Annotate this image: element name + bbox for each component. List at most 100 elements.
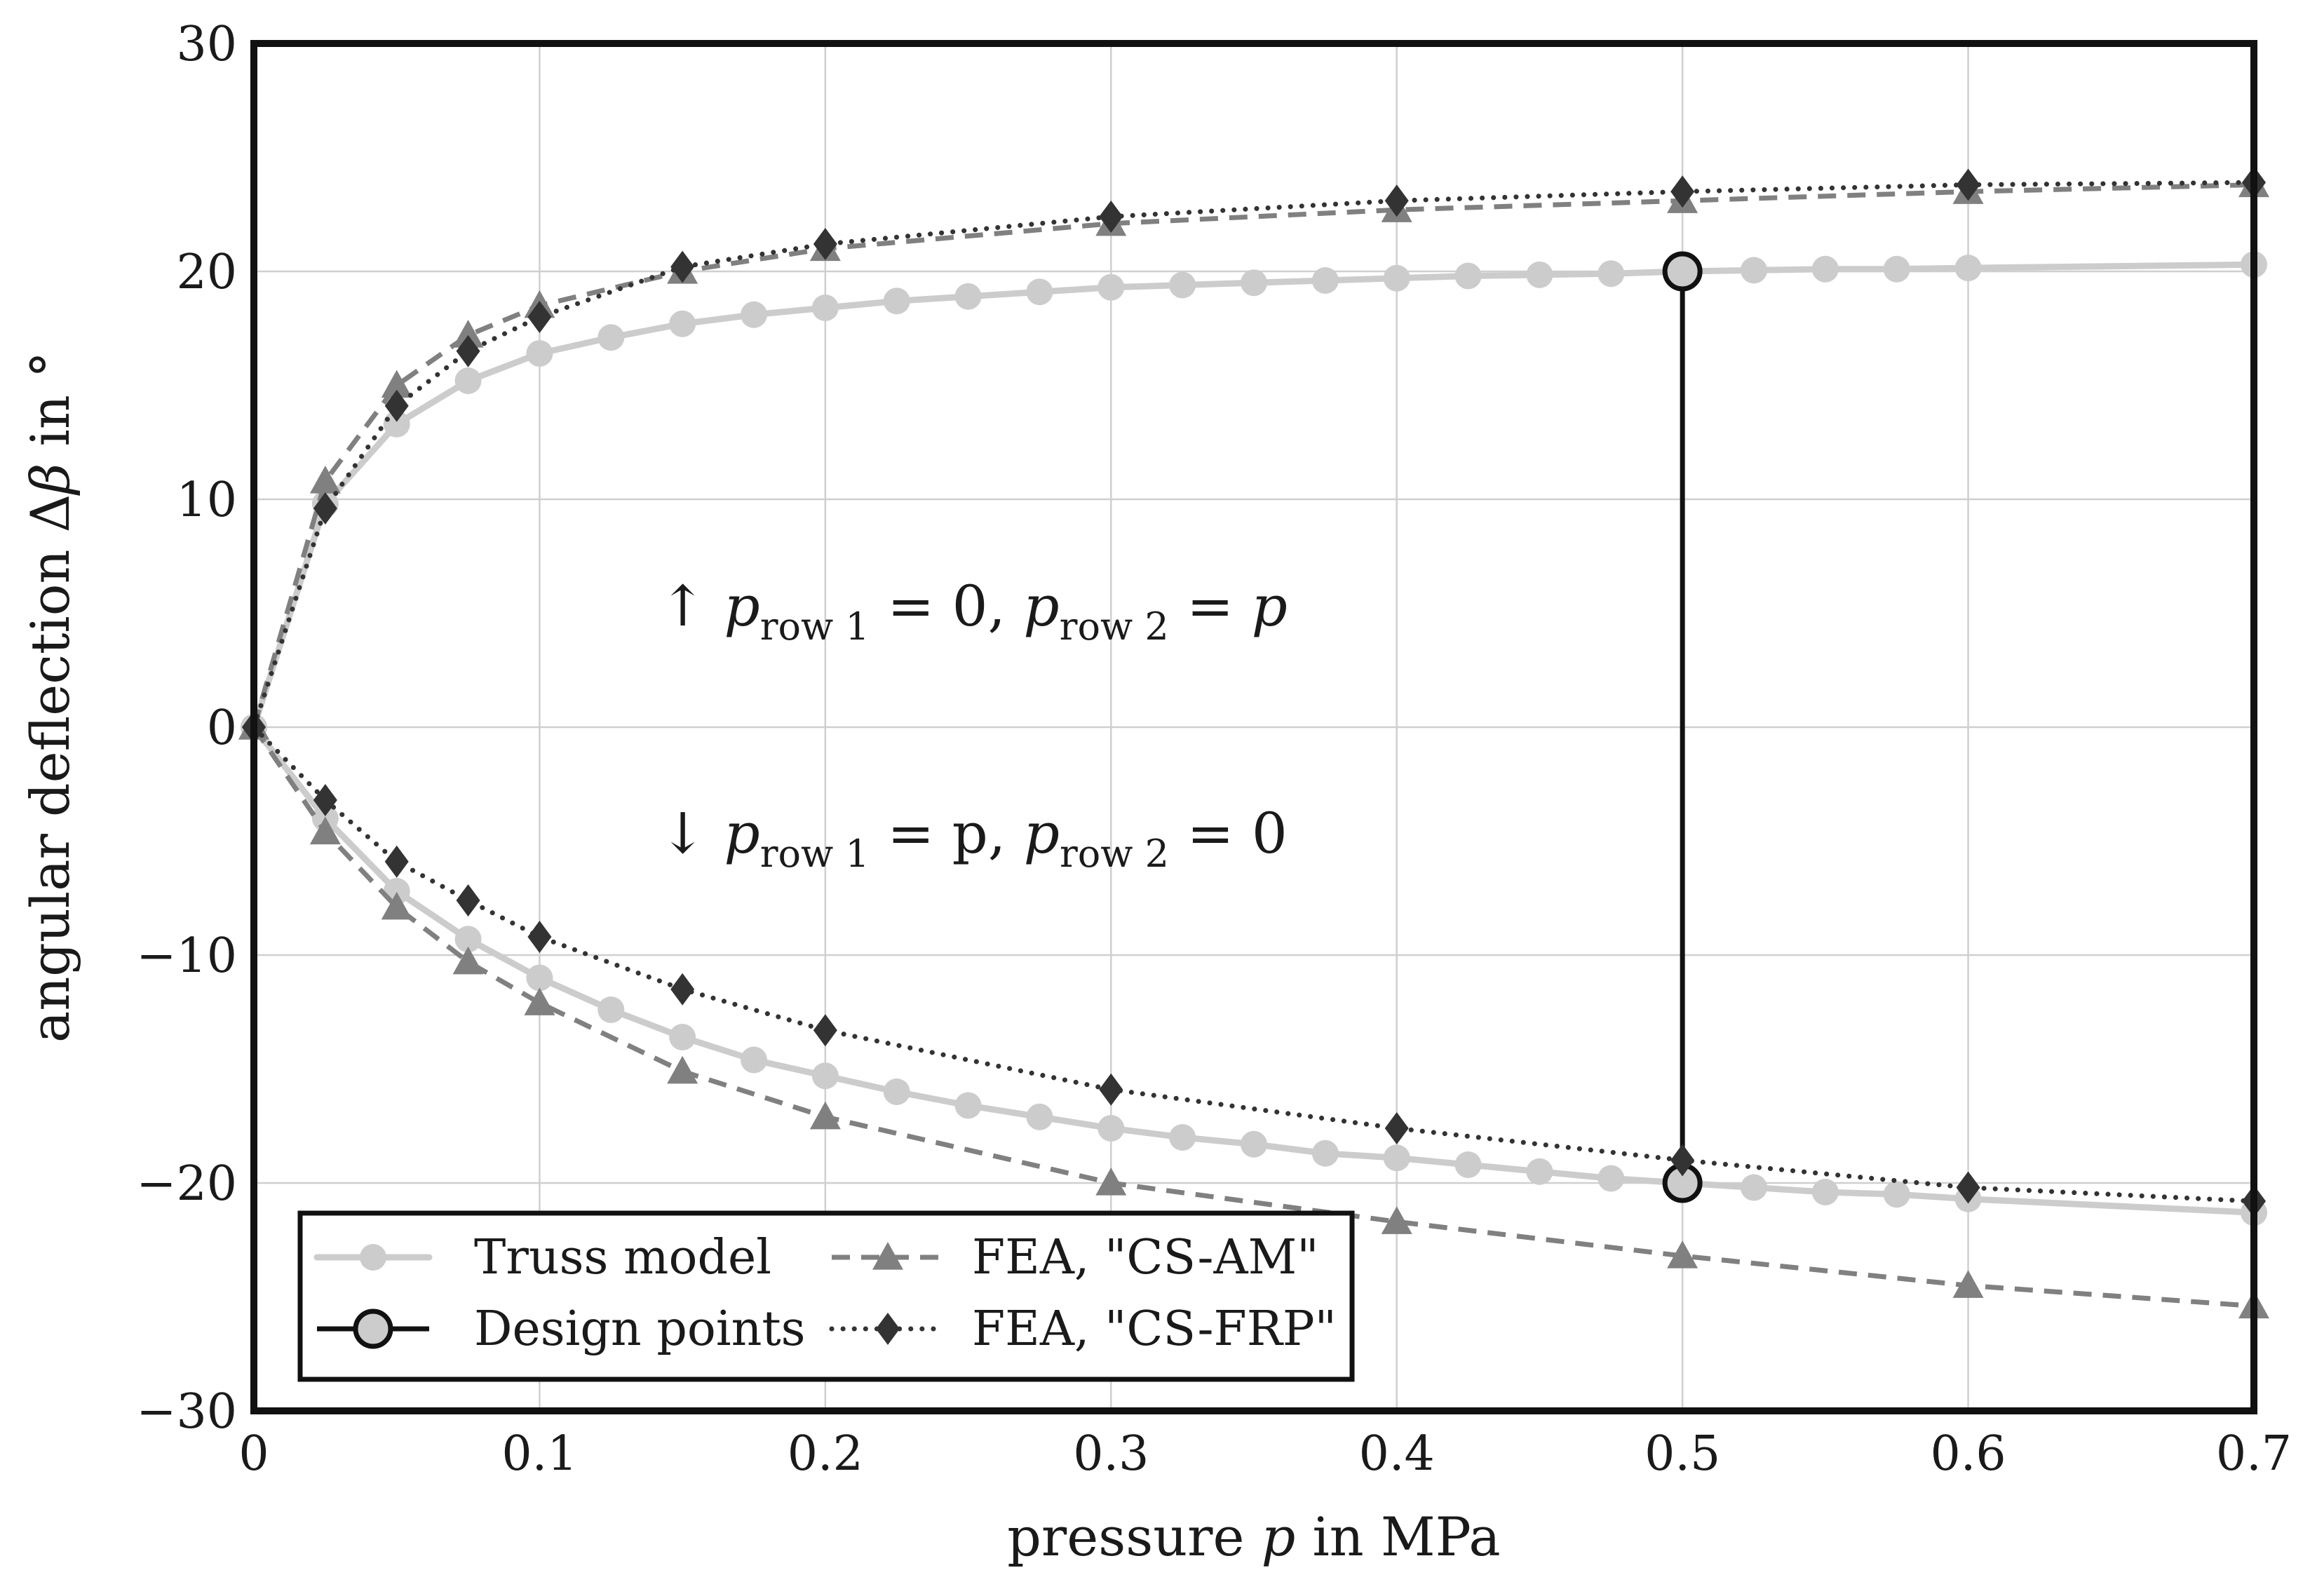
legend-marker-fea-cs-frp xyxy=(876,1313,900,1345)
data-point-truss-model xyxy=(1097,1115,1125,1142)
data-point-fea-cs-frp xyxy=(813,1014,837,1047)
data-point-fea-cs-am xyxy=(381,891,412,920)
x-tick-label: 0.2 xyxy=(788,1426,863,1482)
data-point-fea-cs-am xyxy=(452,320,484,348)
data-point-truss-model xyxy=(526,340,553,367)
data-point-truss-model xyxy=(954,1092,982,1119)
data-point-truss-model xyxy=(1526,1158,1553,1185)
legend-symbol-truss-model xyxy=(313,1244,433,1271)
data-point-truss-model xyxy=(1169,271,1196,299)
data-point-fea-cs-frp xyxy=(1099,201,1123,233)
data-point-fea-cs-frp xyxy=(1956,168,1980,201)
data-point-truss-model xyxy=(1383,1144,1410,1172)
y-tick-label: −30 xyxy=(136,1384,237,1440)
data-point-truss-model xyxy=(1026,1103,1053,1130)
x-tick-label: 0.1 xyxy=(501,1426,577,1482)
legend: Truss model Design points FEA, "CS-AM" F… xyxy=(297,1210,1355,1382)
legend-label-fea-cs-am: FEA, "CS-AM" xyxy=(972,1230,1319,1285)
legend-symbol-fea-cs-am xyxy=(832,1242,944,1270)
data-point-fea-cs-am xyxy=(809,1101,841,1130)
data-point-truss-model xyxy=(811,295,839,321)
legend-symbol-design-points xyxy=(317,1308,429,1349)
plot-frame xyxy=(250,40,2257,1414)
data-point-design-points xyxy=(1662,251,1703,292)
data-point-fea-cs-am xyxy=(1381,1206,1412,1234)
legend-symbol-fea-cs-frp xyxy=(829,1313,947,1345)
data-point-fea-cs-frp xyxy=(384,389,409,422)
data-point-truss-model xyxy=(1026,278,1053,306)
data-point-truss-model xyxy=(383,410,410,438)
data-point-truss-model xyxy=(1741,257,1767,284)
x-tick-label: 0 xyxy=(238,1426,269,1482)
data-point-truss-model xyxy=(1454,262,1482,290)
series-fea-cs-frp xyxy=(242,166,2266,1217)
data-point-fea-cs-frp xyxy=(670,973,695,1006)
data-point-truss-model xyxy=(597,324,625,351)
grid xyxy=(252,42,2255,1412)
legend-label-fea-cs-frp: FEA, "CS-FRP" xyxy=(972,1301,1337,1357)
series-truss-model xyxy=(241,251,2267,1226)
data-point-truss-model xyxy=(1811,255,1839,283)
data-point-truss-model xyxy=(954,283,982,310)
x-tick-label: 0.4 xyxy=(1359,1426,1435,1482)
data-point-truss-model xyxy=(1311,1139,1339,1167)
data-point-truss-model xyxy=(669,310,696,337)
x-tick-label: 0.6 xyxy=(1930,1426,2006,1482)
y-axis-label: angular deflection Δβ in ° xyxy=(19,351,81,1043)
y-tick-label: 30 xyxy=(176,17,237,72)
data-point-truss-model xyxy=(1241,1130,1267,1158)
data-point-fea-cs-frp xyxy=(527,301,552,333)
series-line-fea-cs-am-lower xyxy=(252,726,2255,1308)
data-point-fea-cs-am xyxy=(1095,1168,1127,1196)
data-point-fea-cs-frp xyxy=(813,228,837,260)
data-point-fea-cs-frp xyxy=(384,845,409,878)
x-axis-label: pressure p in MPa xyxy=(1007,1506,1500,1568)
data-point-fea-cs-frp xyxy=(1099,1073,1123,1106)
data-point-truss-model xyxy=(1383,264,1410,292)
data-point-truss-model xyxy=(1097,273,1125,301)
x-tick-label: 0.5 xyxy=(1644,1426,1720,1482)
y-tick-label: −20 xyxy=(136,1156,237,1212)
data-point-fea-cs-am xyxy=(524,987,555,1015)
data-point-truss-model xyxy=(526,964,553,992)
legend-label-truss-model: Truss model xyxy=(474,1230,771,1285)
data-point-fea-cs-am xyxy=(1667,1240,1698,1269)
annotation-lower: ↓ prow 1 = p, prow 2 = 0 xyxy=(659,801,1288,876)
data-point-fea-cs-frp xyxy=(527,921,552,953)
data-point-truss-model xyxy=(1598,1165,1625,1192)
data-point-fea-cs-am xyxy=(1952,1270,1984,1298)
data-point-fea-cs-frp xyxy=(1670,175,1695,208)
data-point-truss-model xyxy=(1883,1181,1910,1208)
data-point-truss-model xyxy=(1954,255,1982,282)
y-tick-label: −10 xyxy=(136,928,237,984)
x-tick-label: 0.7 xyxy=(2216,1426,2292,1482)
data-point-truss-model xyxy=(1311,267,1339,294)
plot-series xyxy=(238,166,2269,1319)
data-point-truss-model xyxy=(1169,1124,1196,1151)
data-point-fea-cs-frp xyxy=(313,784,337,816)
series-line-fea-cs-am-upper xyxy=(251,182,2255,728)
data-point-truss-model xyxy=(1526,261,1553,288)
legend-marker-truss-model xyxy=(360,1244,386,1271)
legend-box xyxy=(297,1210,1355,1382)
x-tick-label: 0.3 xyxy=(1073,1426,1149,1482)
data-point-fea-cs-frp xyxy=(456,334,480,367)
data-point-fea-cs-am xyxy=(452,946,484,975)
data-point-truss-model xyxy=(883,1078,910,1105)
data-point-truss-model xyxy=(1883,255,1910,283)
data-point-truss-model xyxy=(1454,1151,1482,1178)
data-point-truss-model xyxy=(1741,1174,1767,1201)
data-point-fea-cs-frp xyxy=(1956,1171,1980,1204)
data-point-fea-cs-am xyxy=(309,816,341,845)
data-point-fea-cs-am xyxy=(667,1055,698,1084)
data-point-fea-cs-frp xyxy=(313,492,337,525)
data-point-truss-model xyxy=(454,367,482,394)
series-line-fea-cs-frp-lower xyxy=(251,724,2257,1204)
y-tick-label: 10 xyxy=(176,473,237,528)
data-point-fea-cs-frp xyxy=(670,250,695,283)
y-tick-label: 0 xyxy=(207,701,237,756)
data-point-fea-cs-frp xyxy=(1384,184,1409,217)
data-point-fea-cs-frp xyxy=(1670,1144,1695,1177)
